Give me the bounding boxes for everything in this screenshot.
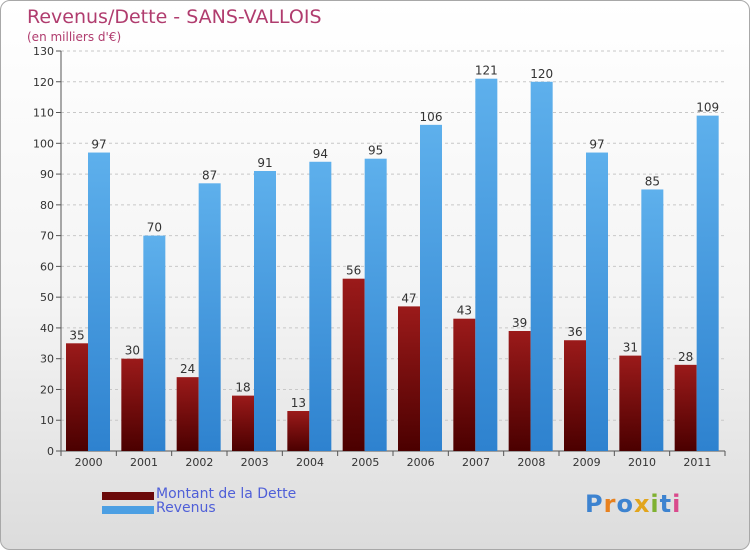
bar-debt	[619, 355, 642, 451]
bar-revenue	[696, 115, 719, 451]
proxiti-logo: Proxiti	[585, 490, 681, 518]
data-label-debt: 43	[457, 304, 472, 318]
x-tick-label: 2011	[683, 456, 711, 469]
data-label-revenue: 85	[645, 174, 660, 188]
chart-title: Revenus/Dette - SANS-VALLOIS	[27, 6, 322, 28]
x-tick-label: 2009	[573, 456, 601, 469]
data-label-revenue: 91	[257, 156, 272, 170]
data-label-debt: 24	[180, 362, 195, 376]
logo-letter: t	[659, 490, 673, 518]
y-tick-label: 120	[33, 76, 54, 89]
y-tick-label: 30	[40, 353, 54, 366]
bar-revenue	[254, 171, 276, 451]
x-tick-label: 2000	[75, 456, 103, 469]
bar-debt	[121, 358, 144, 451]
legend-swatch-debt	[102, 492, 154, 500]
data-label-debt: 39	[512, 316, 527, 330]
data-label-revenue: 97	[91, 138, 106, 152]
bar-debt	[342, 278, 365, 451]
data-label-revenue: 95	[368, 144, 383, 158]
y-tick-label: 70	[40, 230, 54, 243]
data-label-debt: 28	[678, 350, 693, 364]
bar-revenue	[475, 78, 498, 451]
x-tick-label: 2003	[241, 456, 269, 469]
y-tick-label: 90	[40, 168, 54, 181]
y-tick-label: 80	[40, 199, 54, 212]
y-tick-label: 40	[40, 322, 54, 335]
bar-debt	[398, 306, 420, 451]
x-tick-label: 2002	[185, 456, 213, 469]
logo-letter: P	[585, 490, 604, 518]
data-label-debt: 31	[623, 341, 638, 355]
data-label-revenue: 70	[147, 221, 162, 235]
x-tick-label: 2005	[351, 456, 379, 469]
x-tick-label: 2004	[296, 456, 324, 469]
data-label-debt: 13	[291, 396, 306, 410]
bar-debt	[176, 377, 199, 451]
x-tick-label: 2007	[462, 456, 490, 469]
x-tick-label: 2006	[407, 456, 435, 469]
y-tick-label: 20	[40, 383, 54, 396]
logo-letter: o	[616, 490, 634, 518]
logo-letter: x	[633, 490, 651, 518]
chart-subtitle: (en milliers d'€)	[27, 30, 122, 44]
logo-letter: r	[603, 490, 617, 518]
y-tick-label: 100	[33, 137, 54, 150]
y-tick-label: 10	[40, 414, 54, 427]
data-label-debt: 47	[401, 291, 416, 305]
legend-swatch-revenue	[102, 506, 154, 514]
bar-debt	[66, 343, 88, 451]
bar-revenue	[530, 81, 553, 452]
y-tick-label: 110	[33, 107, 54, 120]
data-label-revenue: 87	[202, 168, 217, 182]
bar-revenue	[641, 189, 664, 451]
x-tick-label: 2008	[517, 456, 545, 469]
y-tick-label: 60	[40, 260, 54, 273]
bar-revenue	[364, 158, 387, 451]
data-label-debt: 30	[125, 344, 140, 358]
data-label-debt: 56	[346, 264, 361, 278]
data-label-debt: 18	[235, 381, 250, 395]
y-tick-label: 0	[47, 445, 54, 458]
legend-label-revenue: Revenus	[156, 500, 216, 516]
data-label-revenue: 109	[696, 101, 719, 115]
y-tick-label: 50	[40, 291, 54, 304]
data-label-revenue: 121	[475, 64, 498, 78]
bar-revenue	[309, 161, 332, 451]
bar-debt	[232, 395, 254, 451]
y-tick-label: 130	[33, 45, 54, 58]
bar-revenue	[143, 235, 166, 451]
bar-debt	[287, 411, 310, 451]
bar-debt	[508, 331, 531, 451]
bar-debt	[564, 340, 586, 451]
data-label-revenue: 120	[530, 67, 553, 81]
bar-revenue	[586, 152, 608, 452]
data-label-debt: 36	[567, 325, 582, 339]
data-label-debt: 35	[69, 328, 84, 342]
bar-debt	[453, 318, 476, 451]
legend-label-debt: Montant de la Dette	[156, 486, 297, 502]
x-tick-label: 2010	[628, 456, 656, 469]
logo-letter: i	[672, 490, 682, 518]
x-tick-label: 2001	[130, 456, 158, 469]
bar-revenue	[420, 124, 442, 451]
bar-debt	[674, 364, 697, 451]
bar-revenue	[198, 183, 221, 452]
data-label-revenue: 97	[589, 138, 604, 152]
logo-letter: i	[650, 490, 660, 518]
data-label-revenue: 106	[420, 110, 443, 124]
data-label-revenue: 94	[313, 147, 328, 161]
bar-revenue	[88, 152, 110, 452]
